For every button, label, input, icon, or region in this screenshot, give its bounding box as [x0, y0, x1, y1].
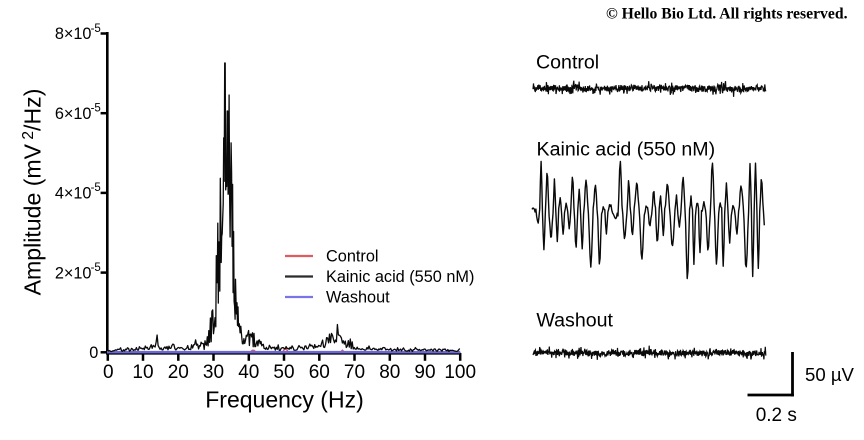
svg-text:2×10: 2×10 [55, 264, 92, 282]
svg-text:-5: -5 [91, 182, 101, 194]
svg-text:Frequency (Hz): Frequency (Hz) [205, 387, 363, 413]
svg-text:-5: -5 [91, 262, 101, 274]
svg-text:Washout: Washout [536, 309, 613, 331]
svg-text:100: 100 [444, 362, 476, 383]
svg-text:Kainic acid (550 nM): Kainic acid (550 nM) [326, 268, 474, 286]
svg-text:90: 90 [414, 362, 435, 383]
svg-text:60: 60 [309, 362, 330, 383]
svg-text:Washout: Washout [326, 289, 390, 307]
svg-text:-5: -5 [91, 103, 101, 115]
svg-text:6×10: 6×10 [55, 105, 92, 123]
svg-text:10: 10 [132, 362, 153, 383]
svg-text:30: 30 [203, 362, 224, 383]
svg-text:40: 40 [238, 362, 259, 383]
svg-text:70: 70 [344, 362, 365, 383]
svg-text:© Hello Bio Ltd. All rights re: © Hello Bio Ltd. All rights reserved. [606, 6, 848, 23]
svg-text:Amplitude (mV 2/Hz): Amplitude (mV 2/Hz) [20, 89, 46, 296]
svg-text:0.2 s: 0.2 s [756, 405, 797, 426]
svg-text:Kainic acid (550 nM): Kainic acid (550 nM) [537, 139, 716, 161]
svg-text:50: 50 [273, 362, 294, 383]
svg-text:-5: -5 [91, 23, 101, 35]
svg-text:0: 0 [89, 344, 98, 362]
svg-text:80: 80 [379, 362, 400, 383]
svg-text:Control: Control [536, 52, 599, 74]
svg-text:Control: Control [326, 248, 379, 266]
svg-text:50 µV: 50 µV [805, 364, 855, 385]
svg-text:0: 0 [103, 362, 114, 383]
svg-text:8×10: 8×10 [55, 25, 92, 43]
svg-text:20: 20 [168, 362, 189, 383]
svg-text:4×10: 4×10 [55, 185, 92, 203]
